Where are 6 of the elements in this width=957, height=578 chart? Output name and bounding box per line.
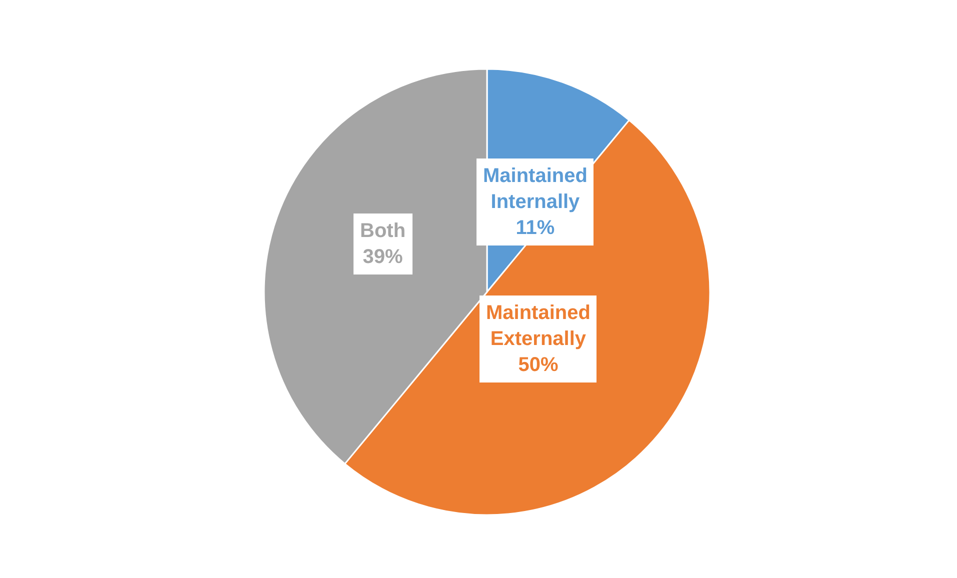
slice-label: Maintained Externally (486, 302, 590, 350)
data-label: 11% (516, 217, 555, 239)
data-label: 39% (362, 246, 404, 268)
slice-label: Both (360, 220, 406, 242)
data-label: 50% (518, 354, 558, 376)
slice-label: Maintained Internally (483, 165, 588, 213)
